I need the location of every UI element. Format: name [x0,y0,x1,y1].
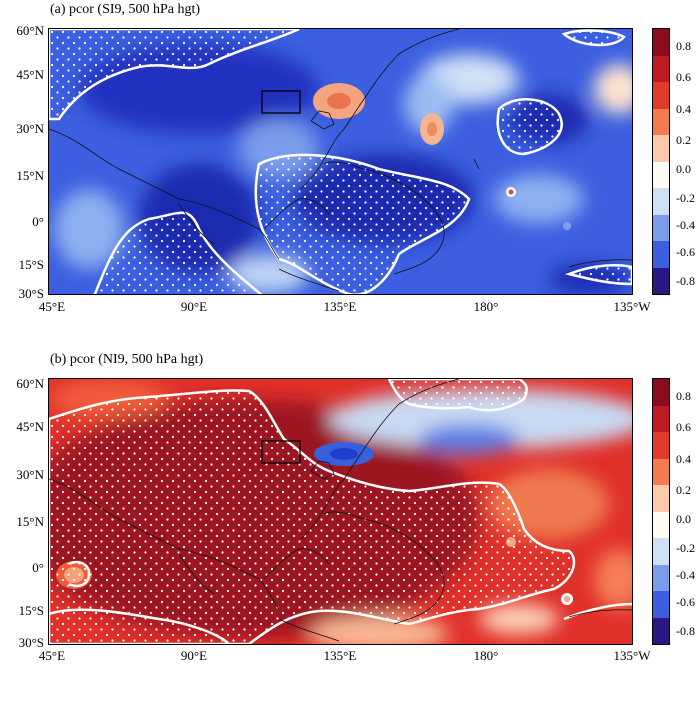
lat-label-15s: 15°S [18,603,44,618]
panel-a-title: (a) pcor (SI9, 500 hPa hgt) [50,2,201,17]
lon-label-180: 180° [473,648,499,663]
panel-b-title: (b) pcor (NI9, 500 hPa hgt) [50,352,204,367]
study-region-box-b [261,440,301,464]
lat-label-eq: 0° [32,560,44,575]
lat-label-eq: 0° [32,214,44,229]
map-panel-b [48,378,633,645]
lat-label-45n: 45°N [16,67,44,82]
panel-a: (a) pcor (SI9, 500 hPa hgt) 60°N 45°N 30… [0,0,700,350]
colorbar-b-tick: 0.0 [676,512,691,526]
lat-label-60n: 60°N [16,23,44,38]
colorbar-a-tick: 0.6 [676,70,691,84]
lon-label-90e: 90°E [180,299,208,314]
lat-label-45n: 45°N [16,419,44,434]
colorbar-b-tick: 0.4 [676,452,691,466]
lon-label-45e: 45°E [38,648,66,663]
colorbar-a-tick: -0.2 [676,191,695,205]
lat-label-30s: 30°S [18,635,44,650]
colorbar-b-tick: 0.6 [676,420,691,434]
colorbar-b-tick: 0.8 [676,389,691,403]
colorbar-a-tick: -0.6 [676,245,695,259]
lon-label-135w: 135°W [613,299,651,314]
colorbar-b-tick: -0.2 [676,541,695,555]
lat-label-15n: 15°N [16,514,44,529]
lat-label-30n: 30°N [16,121,44,136]
colorbar-a-tick: 0.8 [676,39,691,53]
colorbar-a [652,28,670,295]
colorbar-b-tick: 0.2 [676,483,691,497]
colorbar-b-tick: -0.6 [676,595,695,609]
lat-label-30n: 30°N [16,467,44,482]
map-panel-a-field [49,29,632,294]
lon-label-135e: 135°E [323,648,357,663]
lat-label-60n: 60°N [16,376,44,391]
colorbar-a-tick: 0.4 [676,102,691,116]
colorbar-b-tick: -0.4 [676,568,695,582]
map-panel-b-field [49,379,632,644]
study-region-box-a [261,90,301,114]
lon-label-135e: 135°E [323,299,357,314]
colorbar-a-tick: -0.8 [676,274,695,288]
lat-label-15s: 15°S [18,257,44,272]
colorbar-b-tick: -0.8 [676,624,695,638]
colorbar-b [652,378,670,645]
colorbar-a-tick: 0.0 [676,162,691,176]
lat-label-15n: 15°N [16,168,44,183]
lon-label-180: 180° [473,299,499,314]
colorbar-a-tick: -0.4 [676,218,695,232]
lon-label-90e: 90°E [180,648,208,663]
lat-label-30s: 30°S [18,286,44,301]
panel-b: (b) pcor (NI9, 500 hPa hgt) 60°N 45°N 30… [0,350,700,700]
lon-label-135w: 135°W [613,648,651,663]
colorbar-a-tick: 0.2 [676,133,691,147]
lon-label-45e: 45°E [38,299,66,314]
map-panel-a [48,28,633,295]
